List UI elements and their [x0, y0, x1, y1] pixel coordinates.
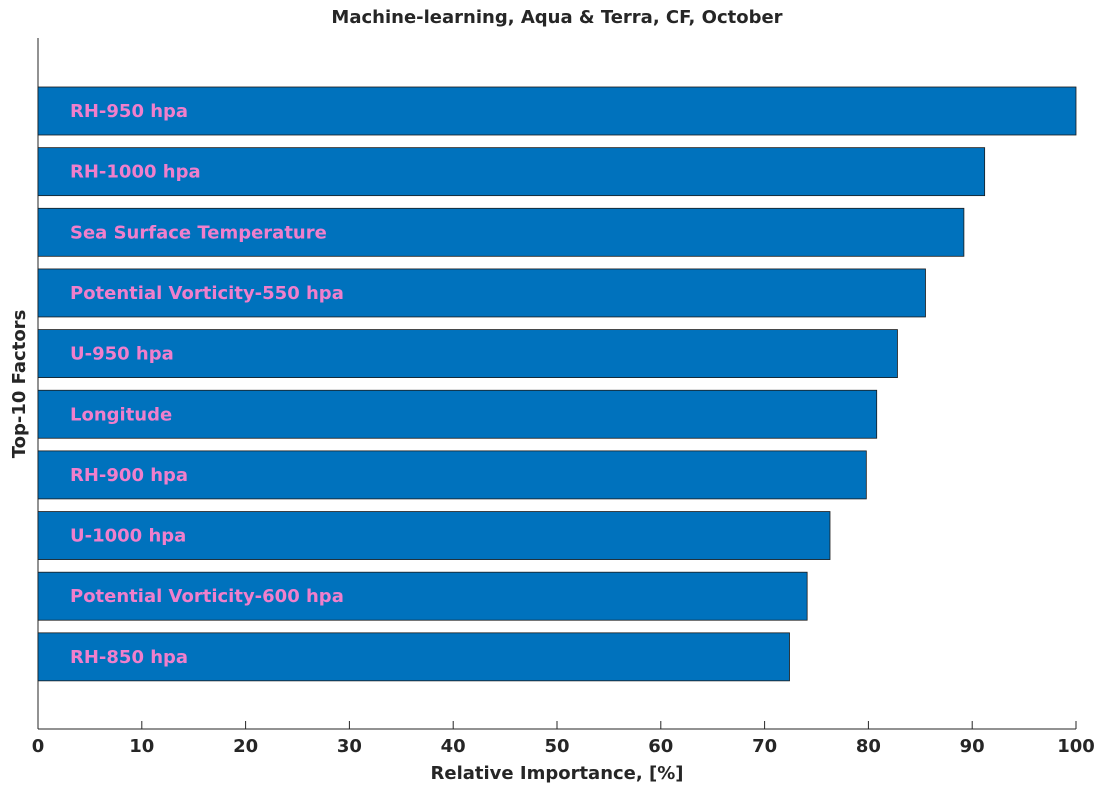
bar-label: Potential Vorticity-600 hpa [70, 586, 344, 607]
bar-label: RH-900 hpa [70, 465, 188, 486]
x-tick-label: 70 [752, 736, 777, 757]
bar-label: U-950 hpa [70, 344, 174, 365]
bar [37, 207, 965, 257]
x-tick-label: 50 [544, 736, 569, 757]
x-tick-label: 30 [337, 736, 362, 757]
bar-label: RH-1000 hpa [70, 162, 201, 183]
x-tick-label: 0 [32, 736, 45, 757]
x-tick-label: 60 [648, 736, 673, 757]
bar [37, 147, 986, 197]
bar [37, 86, 1077, 136]
x-tick-label: 10 [129, 736, 154, 757]
bar [37, 268, 926, 318]
bar-label: Sea Surface Temperature [70, 222, 327, 243]
x-tick-label: 100 [1057, 736, 1095, 757]
bar-label: U-1000 hpa [70, 526, 186, 547]
x-tick-label: 80 [856, 736, 881, 757]
bar [37, 571, 808, 621]
bar-label: RH-950 hpa [70, 101, 188, 122]
bar [37, 329, 898, 379]
x-tick-label: 40 [441, 736, 466, 757]
bar [37, 389, 878, 439]
x-tick-label: 90 [960, 736, 985, 757]
x-tick-label: 20 [233, 736, 258, 757]
bar [37, 511, 831, 560]
bar-label: Longitude [70, 404, 172, 425]
bar-label: RH-850 hpa [70, 647, 188, 668]
bar-label: Potential Vorticity-550 hpa [70, 283, 344, 304]
chart-title: Machine-learning, Aqua & Terra, CF, Octo… [331, 7, 782, 28]
x-axis-label: Relative Importance, [%] [431, 763, 684, 784]
y-axis-label: Top-10 Factors [9, 310, 30, 459]
bar [37, 632, 790, 682]
bar [37, 450, 867, 500]
